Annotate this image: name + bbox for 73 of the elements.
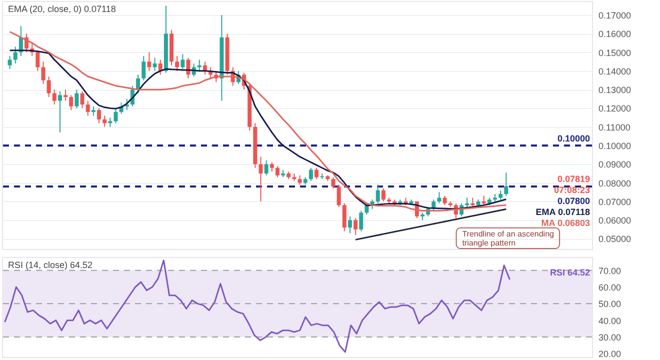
candlestick [8, 56, 12, 70]
candlestick [498, 190, 503, 200]
candlestick [114, 108, 118, 124]
y-tick-label: 0.17000 [598, 10, 632, 20]
candlestick [36, 50, 40, 72]
y-tick-label: 0.11000 [598, 122, 630, 132]
candlestick [308, 167, 313, 182]
candlestick [482, 195, 486, 206]
candlestick [264, 160, 268, 176]
candlestick [504, 172, 508, 196]
y-tick-label: 0.12000 [598, 104, 632, 114]
candlestick [359, 210, 364, 232]
y-tick-label: 20.00 [598, 349, 622, 360]
y-tick-label: 0.14000 [598, 66, 632, 76]
candlestick [69, 94, 74, 111]
y-tick-label: 60.00 [598, 282, 622, 292]
annotation: EMA (20, close, 0) 0.07118 [8, 4, 116, 14]
candlestick [152, 57, 157, 72]
candlestick [64, 89, 68, 102]
candlestick [80, 90, 84, 109]
y-tick-label: 0.05000 [598, 234, 632, 244]
candlestick [46, 76, 51, 98]
candlestick [124, 98, 129, 111]
candlestick [298, 174, 302, 186]
line-series [4, 260, 510, 353]
y-tick-label: 0.08000 [598, 178, 632, 188]
candlestick [91, 106, 96, 116]
candlestick [175, 56, 180, 72]
y-tick-label: 0.09000 [598, 160, 632, 170]
y-tick-label: 0.15000 [598, 48, 632, 58]
candlestick [348, 216, 352, 234]
y-tick-label: 70.00 [598, 266, 622, 276]
candlestick [86, 100, 90, 116]
y-tick-label: 40.00 [598, 316, 622, 326]
candlestick [186, 57, 190, 79]
ref-line-label: 0.07800 [557, 196, 590, 206]
annotation: RSI (14, close) 64.52 [8, 260, 93, 270]
text: EMA 0.07118 [536, 207, 590, 218]
annotation: 0.07819 [557, 174, 590, 184]
candlestick [147, 52, 152, 72]
candlestick [314, 167, 319, 180]
candlestick [13, 46, 18, 64]
candlestick [74, 89, 79, 109]
y-tick-label: 0.13000 [598, 85, 632, 96]
candlestick [437, 192, 442, 204]
candlestick [258, 156, 263, 202]
candlestick [142, 56, 146, 81]
y-tick-label: 0.06000 [598, 216, 632, 226]
y-tick-label: 30.00 [598, 332, 622, 342]
candlestick [97, 108, 102, 124]
candlestick [336, 184, 341, 208]
candlestick [102, 115, 107, 128]
y-tick-label: 0.07000 [598, 196, 632, 207]
candlestick [331, 176, 336, 189]
candlestick [354, 218, 358, 236]
y-tick-label: 50.00 [598, 299, 622, 310]
candlestick [442, 195, 447, 206]
candlestick [270, 162, 274, 172]
y-tick-label: 0.16000 [598, 29, 632, 40]
ref-line-label: 0.10000 [557, 134, 590, 144]
candlestick [180, 54, 185, 70]
annotation: 07:08:23 [554, 185, 590, 196]
candlestick [52, 89, 56, 105]
candlestick [376, 184, 380, 204]
candlestick [381, 188, 386, 202]
text: MA 0.06803 [541, 218, 590, 228]
candlestick [58, 90, 62, 133]
candlestick [41, 61, 46, 84]
annotation: Trendline of an ascending triangle pattern [462, 229, 554, 248]
candlestick [342, 202, 346, 232]
candlestick [275, 166, 280, 178]
y-tick-label: 0.10000 [598, 141, 632, 152]
text: RSI 64.52 [550, 267, 590, 278]
